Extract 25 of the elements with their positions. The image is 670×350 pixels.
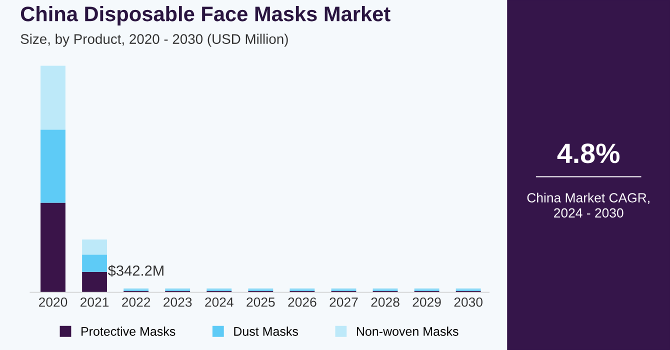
chart-subtitle: Size, by Product, 2020 - 2030 (USD Million) [20, 34, 288, 47]
x-tick-label: 2026 [288, 297, 316, 307]
bar [40, 130, 66, 203]
bar [82, 272, 107, 292]
x-tick-label: 2021 [80, 297, 109, 307]
x-tick-label: 2027 [330, 297, 358, 307]
legend-label: Dust Masks [234, 326, 298, 336]
x-tick-label: 2029 [412, 297, 441, 307]
x-tick-label: 2020 [38, 297, 68, 307]
bar [82, 254, 107, 272]
text: 4.8% [557, 144, 620, 164]
x-tick-label: 2024 [205, 297, 234, 307]
x-tick-label: 2025 [246, 297, 275, 307]
bar [82, 239, 107, 255]
x-tick-label: 2030 [454, 297, 482, 307]
legend-label: Protective Masks [82, 326, 176, 336]
annotation: $342.2M [108, 264, 164, 277]
x-tick-label: 2022 [122, 297, 150, 307]
text: China Market CAGR, 2024 - 2030 [527, 192, 650, 218]
x-tick-label: 2023 [164, 297, 192, 307]
bar [40, 66, 66, 130]
bar [40, 202, 66, 292]
legend-label: Non-woven Masks [356, 326, 458, 336]
chart-title: China Disposable Face Masks Market [20, 6, 390, 26]
x-tick-label: 2028 [371, 297, 400, 307]
